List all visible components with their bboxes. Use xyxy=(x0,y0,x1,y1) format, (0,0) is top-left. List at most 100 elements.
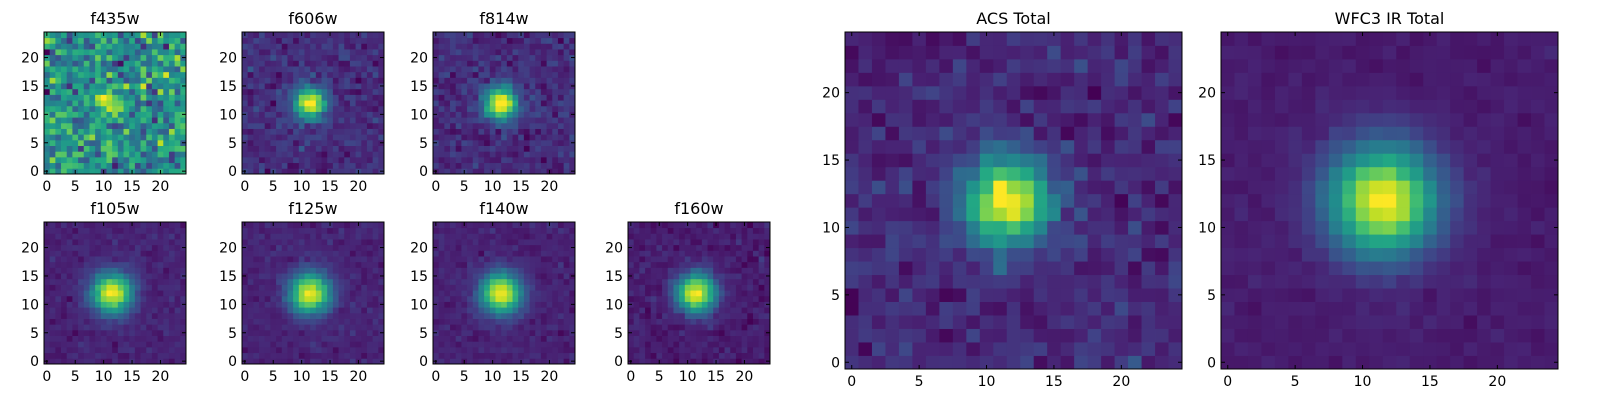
image-pixel xyxy=(332,105,339,112)
image-pixel xyxy=(298,301,305,308)
image-pixel xyxy=(667,358,674,365)
image-pixel xyxy=(106,156,113,164)
image-pixel xyxy=(450,295,457,302)
image-pixel xyxy=(673,261,680,268)
image-pixel xyxy=(344,156,351,164)
image-pixel xyxy=(455,105,462,112)
image-pixel xyxy=(287,250,294,257)
image-pixel xyxy=(639,329,646,336)
image-pixel xyxy=(433,128,440,135)
image-pixel xyxy=(478,284,485,291)
image-pixel xyxy=(718,222,725,229)
image-pixel xyxy=(444,307,451,314)
image-pixel xyxy=(100,94,107,101)
image-pixel xyxy=(552,43,559,50)
image-pixel xyxy=(724,267,731,274)
image-pixel xyxy=(168,318,176,325)
image-pixel xyxy=(72,83,79,90)
image-pixel xyxy=(327,244,334,251)
image-pixel xyxy=(372,352,379,359)
image-pixel xyxy=(78,261,85,268)
image-pixel xyxy=(1128,193,1142,208)
image-pixel xyxy=(332,49,339,56)
image-pixel xyxy=(450,352,457,359)
image-pixel xyxy=(247,239,254,246)
image-pixel xyxy=(438,134,445,141)
image-pixel xyxy=(146,358,153,365)
image-pixel xyxy=(293,267,300,274)
image-pixel xyxy=(724,358,731,365)
image-pixel xyxy=(78,151,85,158)
image-pixel xyxy=(758,250,765,257)
image-pixel xyxy=(735,273,742,280)
image-pixel xyxy=(276,117,283,124)
image-pixel xyxy=(1128,247,1142,262)
image-pixel xyxy=(438,239,445,246)
image-pixel xyxy=(66,122,73,129)
image-pixel xyxy=(355,261,362,268)
image-pixel xyxy=(925,274,940,289)
image-pixel xyxy=(44,134,51,141)
image-pixel xyxy=(78,227,85,234)
image-pixel xyxy=(83,139,90,146)
image-pixel xyxy=(129,100,136,107)
image-pixel xyxy=(501,301,508,308)
image-pixel xyxy=(1006,220,1021,235)
image-pixel xyxy=(61,295,68,302)
image-pixel xyxy=(163,156,170,164)
image-pixel xyxy=(696,239,703,246)
image-pixel xyxy=(338,267,345,274)
image-pixel xyxy=(444,168,451,175)
image-pixel xyxy=(372,233,379,240)
image-pixel xyxy=(293,239,300,246)
image-pixel xyxy=(72,60,79,67)
image-pixel xyxy=(315,307,322,314)
image-pixel xyxy=(253,261,260,268)
image-pixel xyxy=(49,250,56,257)
image-pixel xyxy=(467,43,474,50)
image-pixel xyxy=(89,227,96,234)
image-pixel xyxy=(253,239,260,246)
image-pixel xyxy=(484,54,491,61)
image-pixel xyxy=(315,162,322,169)
image-pixel xyxy=(639,335,646,342)
image-pixel xyxy=(741,324,748,331)
image-pixel xyxy=(450,267,457,274)
image-pixel xyxy=(140,66,147,73)
image-pixel xyxy=(455,261,462,268)
image-pixel xyxy=(735,335,742,342)
image-pixel xyxy=(129,128,136,135)
image-pixel xyxy=(467,32,474,39)
image-pixel xyxy=(61,162,68,169)
image-pixel xyxy=(540,162,547,169)
image-pixel xyxy=(444,358,451,365)
image-pixel xyxy=(259,117,266,124)
image-pixel xyxy=(321,290,328,297)
image-pixel xyxy=(338,66,345,73)
image-pixel xyxy=(557,32,565,39)
image-pixel xyxy=(78,352,85,359)
image-pixel xyxy=(563,267,570,274)
image-pixel xyxy=(455,71,462,78)
image-pixel xyxy=(885,328,900,343)
image-pixel xyxy=(129,151,136,158)
image-pixel xyxy=(66,244,73,251)
image-pixel xyxy=(489,312,496,319)
image-pixel xyxy=(78,341,85,348)
image-pixel xyxy=(95,54,102,61)
image-pixel xyxy=(478,117,485,124)
image-pixel xyxy=(495,346,502,354)
image-pixel xyxy=(163,295,170,302)
image-pixel xyxy=(281,318,288,325)
image-pixel xyxy=(287,295,294,302)
image-pixel xyxy=(633,222,640,229)
image-pixel xyxy=(707,335,714,342)
image-pixel xyxy=(134,117,141,124)
image-pixel xyxy=(180,122,187,129)
image-pixel xyxy=(438,94,445,101)
image-pixel xyxy=(366,307,374,314)
image-pixel xyxy=(540,352,547,359)
image-pixel xyxy=(55,111,62,118)
image-pixel xyxy=(529,83,536,90)
image-pixel xyxy=(438,100,445,107)
